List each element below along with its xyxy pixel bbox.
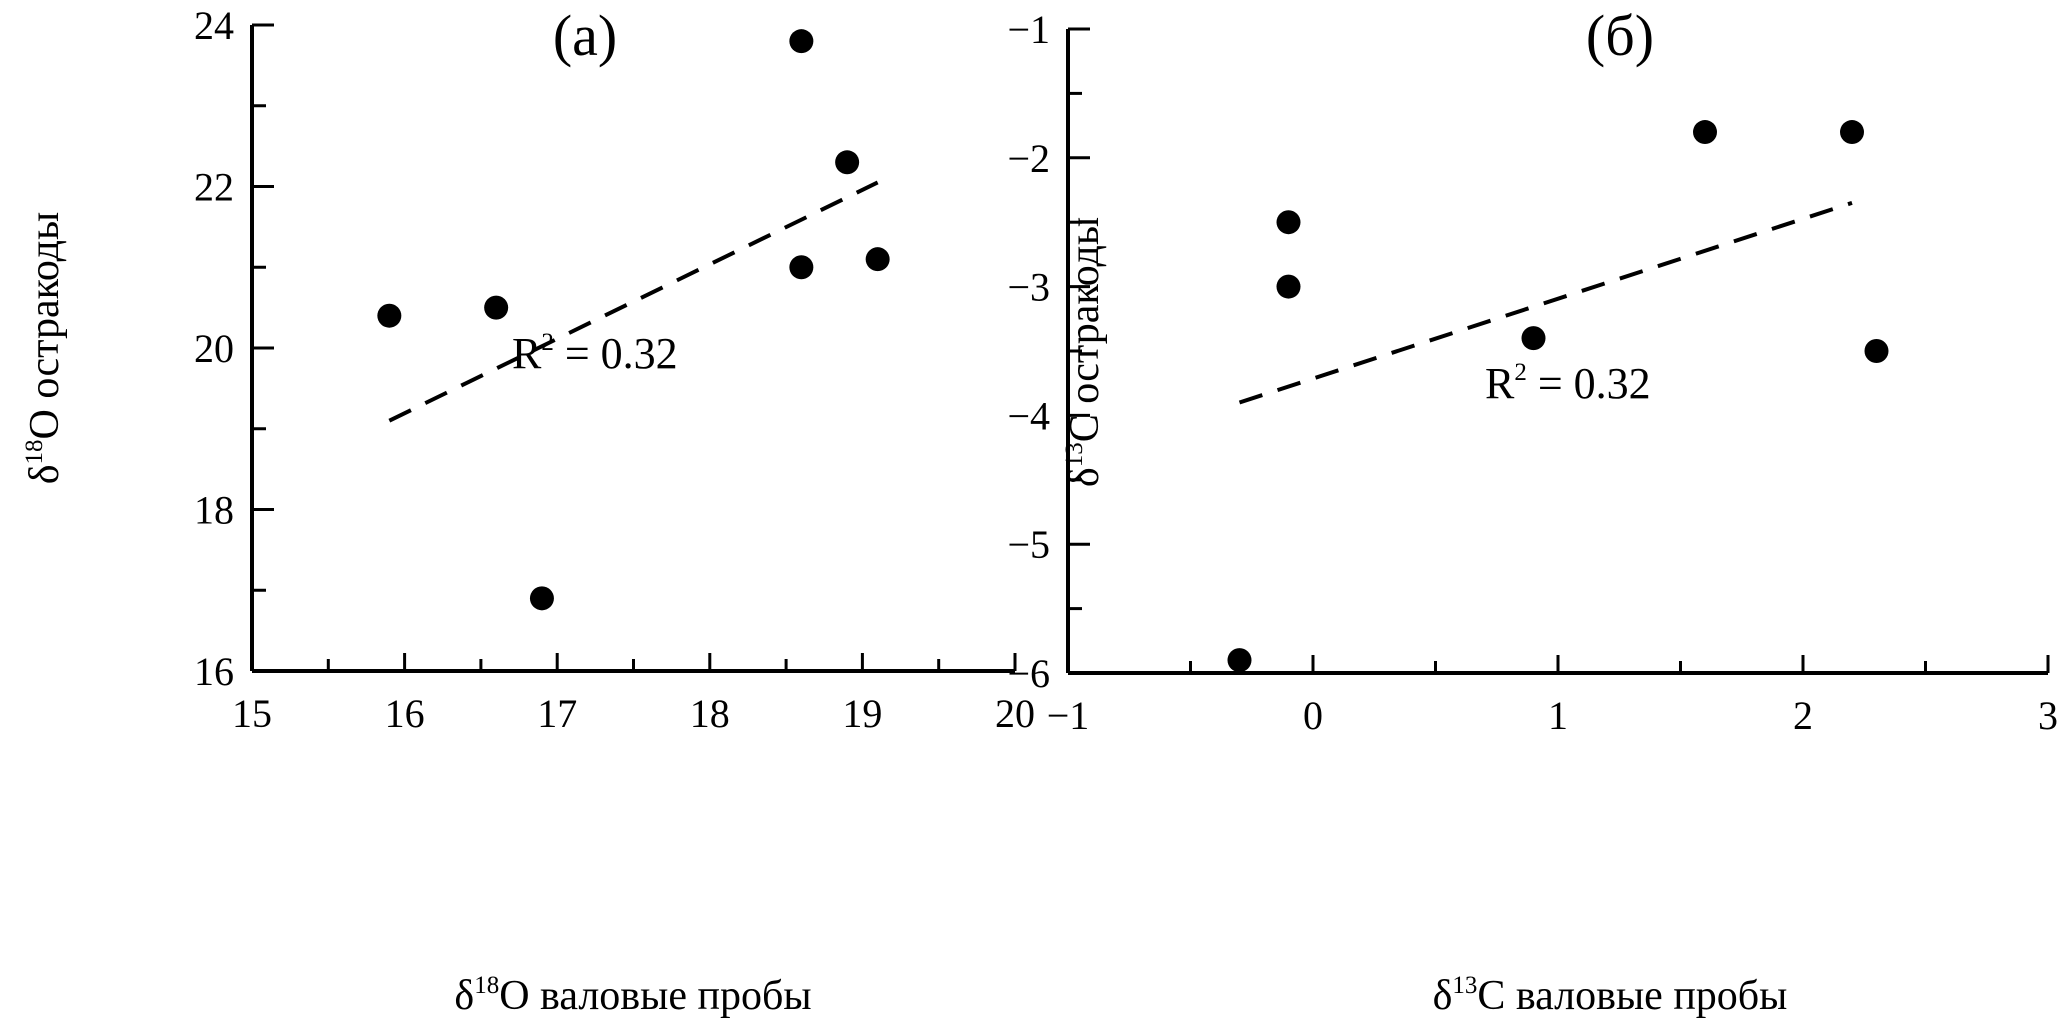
- r-squared-annotation: R2 = 0.32: [1485, 359, 1651, 408]
- x-tick-label: 19: [842, 691, 882, 736]
- y-axis-title: δ18O остракоды: [21, 212, 68, 484]
- y-tick-label: −1: [1007, 7, 1050, 52]
- y-axis-title: δ13C остракоды: [1061, 217, 1108, 487]
- data-point: [484, 295, 509, 320]
- data-point: [377, 303, 402, 328]
- x-tick-label: 2: [1793, 693, 1813, 738]
- data-point: [789, 29, 814, 54]
- data-point: [529, 586, 554, 611]
- trendline: [388, 180, 879, 423]
- panel-label: (б): [1586, 3, 1654, 68]
- x-axis-title: δ13C валовые пробы: [1433, 972, 1788, 1019]
- y-tick-label: 16: [194, 649, 234, 694]
- y-tick-label: −5: [1007, 522, 1050, 567]
- data-point: [1276, 274, 1301, 299]
- x-tick-label: 1: [1548, 693, 1568, 738]
- y-tick-label: −6: [1007, 651, 1050, 696]
- data-point: [1521, 326, 1546, 351]
- data-point: [835, 150, 860, 175]
- x-tick-label: 15: [232, 691, 272, 736]
- x-tick-label: 16: [385, 691, 425, 736]
- x-tick-label: 0: [1303, 693, 1323, 738]
- x-tick-label: 3: [2038, 693, 2058, 738]
- y-tick-label: −3: [1007, 265, 1050, 310]
- y-tick-label: −2: [1007, 136, 1050, 181]
- x-axis-title: δ18O валовые пробы: [454, 972, 811, 1019]
- y-tick-label: 24: [194, 3, 234, 48]
- data-point: [1864, 339, 1889, 363]
- panel-b: −1 0 1 2 3 −6 −5 −4 −3 −2 −1 (б) R2 = 0.32 δ13C валов…: [1007, 3, 2058, 1019]
- x-tick-label: −1: [1047, 693, 1090, 738]
- data-point: [1227, 648, 1252, 673]
- trendline: [1238, 200, 1853, 405]
- r-squared-annotation: R2 = 0.32: [512, 329, 678, 378]
- x-tick-label: 20: [995, 691, 1035, 736]
- data-point: [1840, 120, 1864, 145]
- y-tick-label: −4: [1007, 393, 1050, 438]
- data-point: [1693, 120, 1717, 145]
- y-tick-label: 20: [194, 326, 234, 371]
- data-point: [1276, 210, 1301, 235]
- y-tick-label: 18: [194, 488, 234, 533]
- y-tick-label: 22: [194, 165, 234, 210]
- x-tick-label: 18: [690, 691, 730, 736]
- data-point: [865, 247, 890, 272]
- data-point: [789, 255, 814, 280]
- x-tick-label: 17: [537, 691, 577, 736]
- panel-label: (а): [553, 3, 617, 68]
